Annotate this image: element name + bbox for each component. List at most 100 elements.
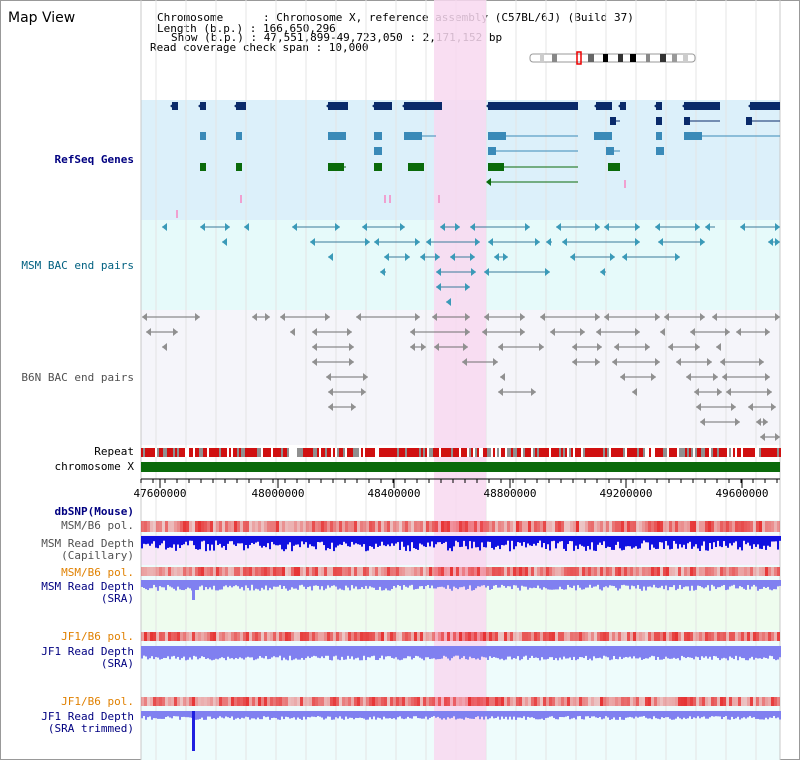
depth-bar <box>509 536 511 552</box>
pol-cell <box>417 567 420 576</box>
depth-bar <box>355 646 357 659</box>
depth-bar <box>677 711 679 717</box>
pol-cell <box>501 567 504 576</box>
depth-bar <box>743 536 745 541</box>
depth-bar <box>149 580 151 589</box>
depth-bar <box>673 646 675 658</box>
pol-cell <box>672 697 675 706</box>
depth-bar <box>161 711 163 719</box>
depth-bar <box>435 580 437 589</box>
pol-cell <box>327 697 330 706</box>
repeat-segment <box>641 448 643 457</box>
repeat-segment <box>557 448 559 457</box>
pol-cell <box>525 521 528 532</box>
depth-bar <box>347 580 349 588</box>
pol-cell <box>147 632 150 641</box>
depth-bar <box>511 646 513 660</box>
repeat-segment <box>247 448 249 457</box>
depth-bar <box>613 711 615 718</box>
track-label-msm-read-depth-sra[interactable]: MSM Read Depth (SRA) <box>41 580 134 605</box>
depth-bar <box>705 711 707 719</box>
depth-bar <box>509 646 511 657</box>
depth-bar <box>761 536 763 550</box>
track-label-refseq-genes[interactable]: RefSeq Genes <box>54 153 134 166</box>
depth-bar <box>489 646 491 657</box>
track-label-jf1-b6-pol-trimmed[interactable]: JF1/B6 pol. <box>61 695 134 708</box>
depth-bar <box>297 646 299 660</box>
track-label-jf1-b6-pol[interactable]: JF1/B6 pol. <box>61 630 134 643</box>
track-label-msm-b6-pol[interactable]: MSM/B6 pol. <box>61 519 134 532</box>
pol-cell <box>726 697 729 706</box>
depth-bar <box>609 536 611 548</box>
track-label-b6n-bac[interactable]: B6N BAC end pairs <box>21 371 134 384</box>
pol-cell <box>660 567 663 576</box>
pol-cell <box>684 632 687 641</box>
depth-bar <box>255 711 257 720</box>
depth-bar <box>283 580 285 586</box>
feature-arrow <box>252 313 257 321</box>
pol-cell <box>243 521 246 532</box>
feature-arrow <box>484 313 489 321</box>
depth-bar <box>469 646 471 657</box>
depth-bar <box>463 711 465 720</box>
depth-bar <box>317 536 319 543</box>
pol-cell <box>642 567 645 576</box>
depth-bar <box>155 646 157 658</box>
depth-bar <box>681 580 683 590</box>
pol-cell <box>744 632 747 641</box>
depth-bar <box>471 646 473 659</box>
depth-bar <box>299 580 301 586</box>
depth-bar <box>319 580 321 590</box>
feature-arrow <box>426 238 431 246</box>
pol-cell <box>690 697 693 706</box>
depth-bar <box>389 536 391 547</box>
feature-arrow <box>720 358 725 366</box>
repeat-segment <box>271 448 273 457</box>
depth-bar <box>289 711 291 719</box>
depth-bar <box>183 536 185 545</box>
depth-bar <box>239 580 241 589</box>
depth-bar <box>465 536 467 547</box>
track-label-msm-bac[interactable]: MSM BAC end pairs <box>21 259 134 272</box>
repeat-segment <box>147 448 149 457</box>
depth-bar <box>529 711 531 718</box>
depth-bar <box>585 646 587 656</box>
pol-cell <box>474 632 477 641</box>
depth-bar <box>543 536 545 544</box>
pol-cell <box>243 632 246 641</box>
track-label-msm-b6-pol-sra[interactable]: MSM/B6 pol. <box>61 566 134 579</box>
depth-bar <box>147 711 149 718</box>
feature-arrow <box>632 388 637 396</box>
short-feature <box>624 180 626 188</box>
depth-bar <box>241 711 243 718</box>
depth-bar <box>753 646 755 660</box>
feature-arrow <box>280 313 285 321</box>
depth-bar <box>647 711 649 719</box>
feature-arrow <box>612 358 617 366</box>
depth-bar <box>269 646 271 659</box>
track-label-jf1-read-depth-sra[interactable]: JF1 Read Depth (SRA) <box>41 645 134 670</box>
depth-bar <box>181 711 183 717</box>
repeat-segment <box>635 448 637 457</box>
depth-bar <box>471 580 473 591</box>
depth-bar <box>733 536 735 543</box>
track-label-msm-read-depth-capillary[interactable]: MSM Read Depth (Capillary) <box>41 537 134 562</box>
pol-cell <box>588 567 591 576</box>
repeat-segment <box>307 448 309 457</box>
pol-cell <box>564 632 567 641</box>
ruler-tick-label: 47600000 <box>134 487 187 500</box>
depth-bar <box>309 711 311 718</box>
pol-cell <box>402 521 405 532</box>
pol-cell <box>210 567 213 576</box>
depth-bar <box>259 646 261 657</box>
depth-bar <box>441 646 443 659</box>
depth-bar <box>147 536 149 544</box>
repeat-segment <box>323 448 325 457</box>
track-label-jf1-read-depth-trimmed[interactable]: JF1 Read Depth (SRA trimmed) <box>41 710 134 735</box>
pol-cell <box>483 567 486 576</box>
feature-arrow <box>765 328 770 336</box>
track-label-dbsnp[interactable]: dbSNP(Mouse) <box>54 505 134 518</box>
pol-cell <box>489 697 492 706</box>
depth-bar <box>757 646 759 659</box>
